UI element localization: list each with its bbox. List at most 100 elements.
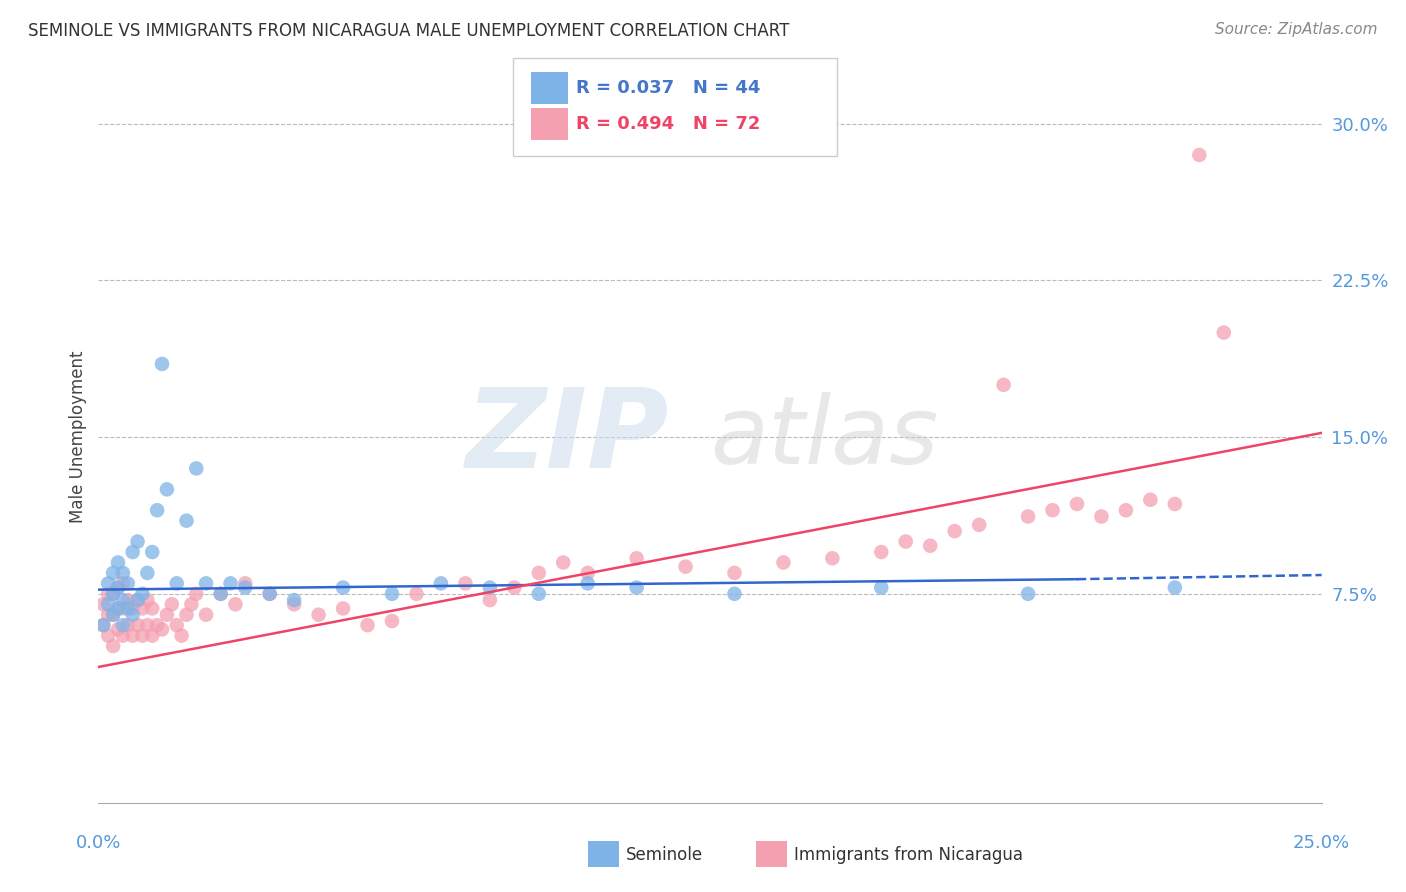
Point <box>180 597 202 611</box>
Point <box>117 576 139 591</box>
Point <box>166 618 188 632</box>
Point <box>107 623 129 637</box>
Point <box>127 534 149 549</box>
Point <box>308 607 330 622</box>
Point <box>527 566 550 580</box>
Point <box>356 618 378 632</box>
Point <box>527 587 550 601</box>
Point <box>127 593 149 607</box>
Point <box>675 559 697 574</box>
Point <box>141 629 163 643</box>
Point <box>454 576 477 591</box>
Point <box>146 618 169 632</box>
Point <box>626 551 648 566</box>
Point <box>111 576 134 591</box>
Point <box>723 587 745 601</box>
Point <box>1042 503 1064 517</box>
Point <box>101 607 124 622</box>
Point <box>1017 509 1039 524</box>
Point <box>381 587 404 601</box>
Point <box>101 607 124 622</box>
Point <box>772 556 794 570</box>
Point <box>131 629 153 643</box>
Point <box>576 566 599 580</box>
Text: 25.0%: 25.0% <box>1294 834 1350 852</box>
Point <box>141 601 163 615</box>
Point <box>101 566 124 580</box>
Text: Source: ZipAtlas.com: Source: ZipAtlas.com <box>1215 22 1378 37</box>
Point <box>176 607 198 622</box>
Point <box>219 576 242 591</box>
Point <box>626 581 648 595</box>
Text: R = 0.037   N = 44: R = 0.037 N = 44 <box>576 79 761 97</box>
Point <box>97 587 120 601</box>
Point <box>381 614 404 628</box>
Point <box>332 601 354 615</box>
Text: 0.0%: 0.0% <box>76 834 121 852</box>
Point <box>166 576 188 591</box>
Point <box>259 587 281 601</box>
Point <box>478 593 501 607</box>
Point <box>107 581 129 595</box>
Point <box>150 623 173 637</box>
Text: ZIP: ZIP <box>465 384 669 491</box>
Point <box>1090 509 1112 524</box>
Point <box>91 618 114 632</box>
Point <box>1139 492 1161 507</box>
Point <box>576 576 599 591</box>
Point <box>209 587 232 601</box>
Point <box>332 581 354 595</box>
Point <box>209 587 232 601</box>
Point <box>186 587 208 601</box>
Point <box>111 618 134 632</box>
Point <box>91 597 114 611</box>
Point <box>127 618 149 632</box>
Point <box>136 593 159 607</box>
Point <box>870 545 893 559</box>
Point <box>97 629 120 643</box>
Point <box>503 581 526 595</box>
Point <box>967 517 990 532</box>
Point <box>136 566 159 580</box>
Point <box>1115 503 1137 517</box>
Point <box>1212 326 1234 340</box>
Point <box>136 618 159 632</box>
Point <box>170 629 193 643</box>
Point <box>101 587 124 601</box>
Point <box>821 551 844 566</box>
Point <box>121 607 143 622</box>
Point <box>156 607 179 622</box>
Point <box>405 587 427 601</box>
Point <box>1164 497 1187 511</box>
Point <box>233 576 256 591</box>
Point <box>111 593 134 607</box>
Y-axis label: Male Unemployment: Male Unemployment <box>69 351 87 524</box>
Point <box>186 461 208 475</box>
Point <box>107 601 129 615</box>
Point <box>107 556 129 570</box>
Point <box>107 601 129 615</box>
Point <box>117 593 139 607</box>
Point <box>101 587 124 601</box>
Point <box>111 601 134 615</box>
Point <box>117 618 139 632</box>
Point <box>993 377 1015 392</box>
Point <box>121 629 143 643</box>
Point <box>156 483 179 497</box>
Point <box>111 629 134 643</box>
Point <box>146 503 169 517</box>
Point <box>1017 587 1039 601</box>
Point <box>894 534 917 549</box>
Point <box>91 618 114 632</box>
Point <box>160 597 183 611</box>
Point <box>195 607 218 622</box>
Point <box>259 587 281 601</box>
Point <box>478 581 501 595</box>
Point <box>920 539 942 553</box>
Point <box>131 587 153 601</box>
Point <box>141 545 163 559</box>
Text: R = 0.494   N = 72: R = 0.494 N = 72 <box>576 115 761 133</box>
Text: atlas: atlas <box>710 392 938 483</box>
Point <box>97 576 120 591</box>
Point <box>1066 497 1088 511</box>
